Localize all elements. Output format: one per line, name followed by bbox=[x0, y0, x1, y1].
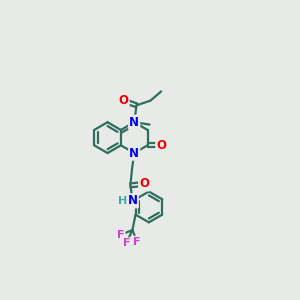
Text: O: O bbox=[139, 177, 149, 190]
Text: N: N bbox=[129, 116, 139, 129]
Text: O: O bbox=[118, 94, 128, 107]
Text: O: O bbox=[156, 139, 167, 152]
Text: N: N bbox=[128, 194, 138, 207]
Text: H: H bbox=[118, 196, 127, 206]
Text: F: F bbox=[133, 237, 141, 247]
Text: O: O bbox=[139, 177, 149, 190]
Text: N: N bbox=[129, 146, 139, 160]
Text: H: H bbox=[118, 196, 127, 206]
Text: O: O bbox=[118, 94, 128, 107]
Text: O: O bbox=[156, 139, 167, 152]
Text: F: F bbox=[122, 238, 130, 248]
Text: N: N bbox=[129, 116, 139, 129]
Text: N: N bbox=[129, 146, 139, 160]
Text: F: F bbox=[117, 230, 124, 240]
Text: N: N bbox=[128, 194, 138, 207]
